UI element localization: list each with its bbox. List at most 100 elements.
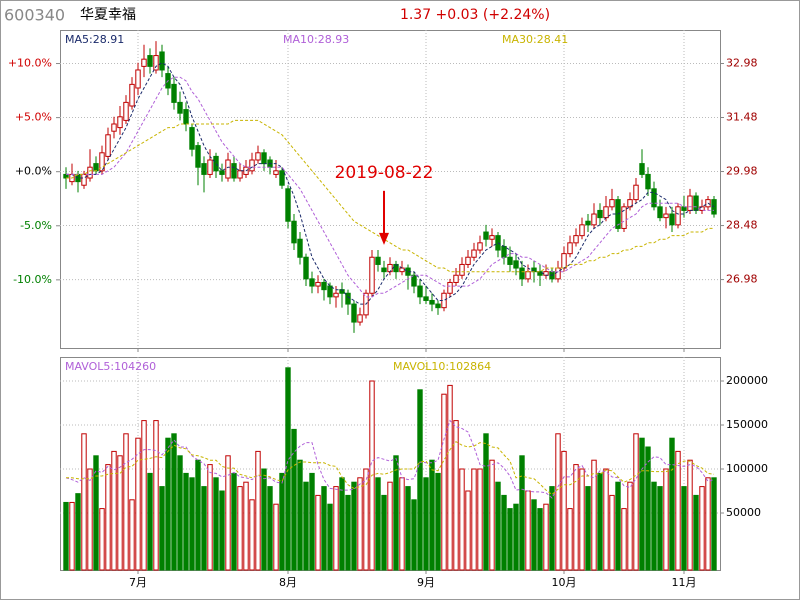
candle-body — [147, 55, 153, 67]
candle-body — [675, 206, 681, 226]
candle-body — [321, 281, 327, 291]
candle-body — [87, 166, 93, 179]
y-tick-label: 50000 — [726, 506, 761, 519]
y2-tick-label: -10.0% — [13, 273, 52, 286]
candle-body — [171, 83, 177, 103]
volume-bar — [321, 486, 327, 571]
candle-body — [657, 206, 663, 219]
candle-body — [663, 213, 669, 219]
volume-bar — [99, 508, 105, 571]
y-tick-label: 32.98 — [726, 56, 758, 69]
y2-tick-label: +10.0% — [8, 57, 52, 70]
candle-body — [711, 199, 717, 215]
y-tick-label: 100000 — [726, 462, 768, 475]
candle-body — [609, 199, 615, 208]
candle-body — [489, 235, 495, 240]
candle-body — [513, 260, 519, 269]
y2-tick-label: -5.0% — [20, 219, 52, 232]
candle-body — [159, 51, 165, 71]
candle-body — [573, 235, 579, 244]
x-tick-label: 7月 — [129, 576, 147, 589]
volume-bar — [315, 494, 321, 571]
volume-bar — [447, 384, 453, 571]
candle-body — [579, 224, 585, 237]
volume-bar — [501, 494, 507, 571]
volume-bar — [213, 477, 219, 571]
candle-body — [417, 285, 423, 298]
candle-body — [177, 101, 183, 114]
volume-bar — [441, 393, 447, 571]
volume-bar — [465, 490, 471, 571]
y-tick-label: 26.98 — [726, 273, 758, 286]
candle-body — [651, 188, 657, 208]
volume-bar — [327, 503, 333, 571]
stock-name: 华夏幸福 — [80, 7, 136, 23]
candle-body — [231, 163, 237, 179]
volume-bar — [117, 455, 123, 571]
volume-bar — [267, 486, 273, 571]
x-tick-label: 9月 — [417, 576, 435, 589]
candle-body — [279, 170, 285, 186]
x-tick-label: 8月 — [279, 576, 297, 589]
candle-body — [249, 159, 255, 172]
volume-bar — [657, 486, 663, 571]
candle-body — [447, 281, 453, 294]
candle-body — [213, 155, 219, 172]
candle-body — [195, 145, 201, 168]
candle-body — [633, 184, 639, 201]
candle-body — [105, 134, 111, 157]
volume-bar — [579, 468, 585, 571]
volume-bar — [171, 433, 177, 571]
volume-bar — [75, 493, 81, 571]
legend-entry: MAVOL10:102864 — [393, 360, 491, 373]
y2-tick-label: +5.0% — [15, 111, 52, 124]
volume-bar — [381, 494, 387, 571]
candle-body — [423, 296, 429, 301]
candle-body — [237, 170, 243, 179]
volume-bar — [297, 459, 303, 571]
candle-body — [351, 303, 357, 323]
candle-body — [201, 163, 207, 175]
volume-bar — [429, 459, 435, 571]
volume-bar — [609, 494, 615, 571]
volume-bar — [453, 420, 459, 571]
candle-body — [471, 249, 477, 258]
volume-bar — [111, 450, 117, 571]
candle-body — [525, 271, 531, 280]
candle-body — [555, 267, 561, 280]
volume-bar — [273, 503, 279, 571]
volume-bar — [393, 455, 399, 571]
volume-bar — [651, 481, 657, 571]
volume-bar — [507, 508, 513, 571]
candle-body — [123, 101, 129, 121]
volume-bar — [225, 455, 231, 571]
candle-body — [501, 245, 507, 258]
volume-bar — [93, 455, 99, 571]
volume-bar — [585, 486, 591, 571]
price-panel — [60, 30, 721, 349]
volume-bar — [561, 450, 567, 571]
volume-bar — [231, 472, 237, 571]
volume-bar — [573, 464, 579, 571]
volume-bar — [531, 499, 537, 571]
candle-body — [567, 242, 573, 255]
volume-bar — [567, 508, 573, 571]
volume-bar — [351, 481, 357, 571]
volume-bar — [615, 481, 621, 571]
candle-body — [639, 163, 645, 175]
candle-body — [477, 242, 483, 251]
volume-bar — [63, 501, 69, 571]
x-tick-label: 11月 — [672, 576, 697, 589]
volume-bar — [669, 437, 675, 571]
y-tick-label: 200000 — [726, 374, 768, 387]
volume-bar — [705, 477, 711, 571]
candle-body — [381, 267, 387, 273]
candle-body — [429, 299, 435, 305]
x-tick-label: 10月 — [552, 576, 577, 589]
volume-bar — [627, 481, 633, 571]
volume-bar — [597, 472, 603, 571]
candle-body — [519, 267, 525, 280]
annotation: 2019-08-22 — [335, 163, 434, 183]
volume-bar — [339, 477, 345, 571]
